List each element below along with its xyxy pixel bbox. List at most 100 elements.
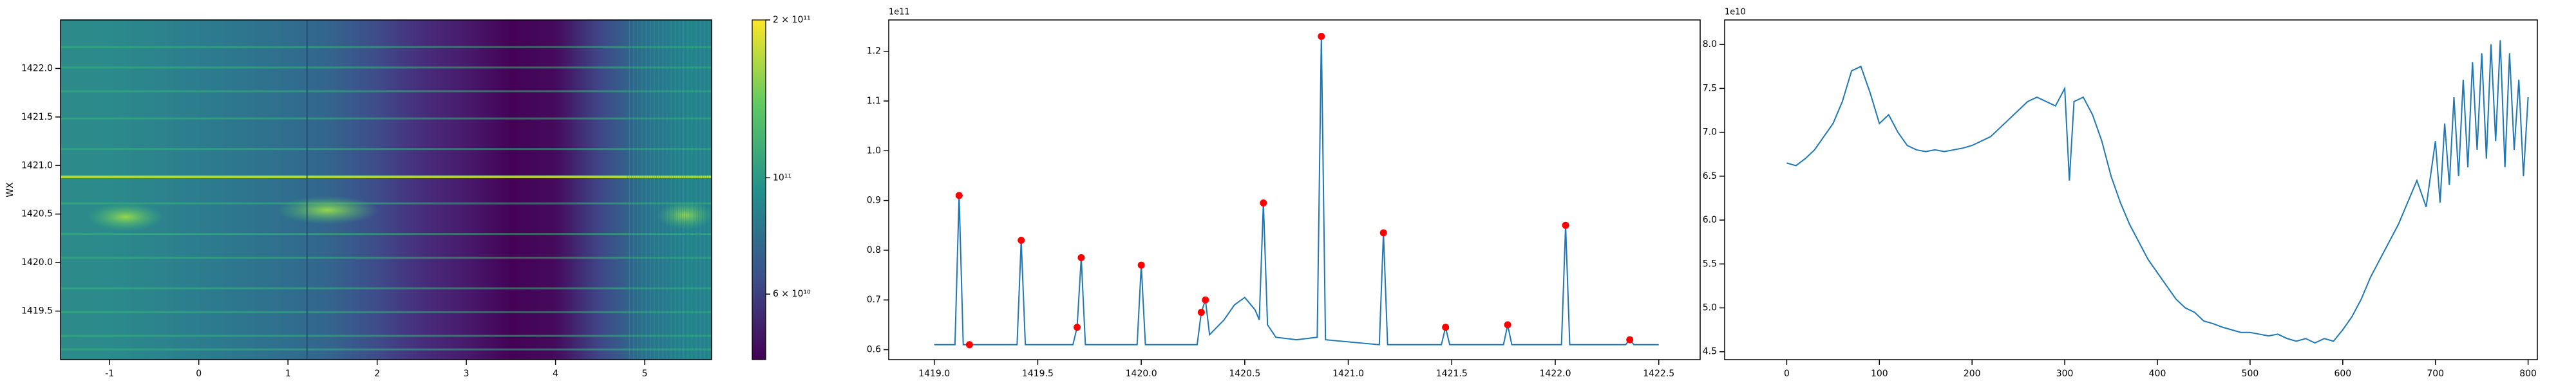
heatmap-line: [61, 117, 712, 120]
x-tick-label: -1: [105, 369, 114, 379]
heatmap-line: [61, 335, 712, 337]
heatmap-stripe: [658, 20, 659, 360]
x-tick-label: 500: [2242, 369, 2259, 379]
heatmap-stripe: [672, 20, 674, 360]
heatmap-background: [61, 20, 712, 360]
heatmap-stripe: [697, 20, 699, 360]
peak-marker: [1562, 221, 1569, 229]
x-tick-label: 2: [374, 369, 380, 379]
heatmap-blob: [656, 201, 715, 230]
heatmap-stripe: [660, 20, 661, 360]
peak-marker: [1077, 254, 1085, 262]
x-tick-label: 1422.0: [1540, 369, 1571, 379]
offset-text: 1e10: [1725, 8, 1746, 17]
x-tick-label: 5: [642, 369, 648, 379]
x-tick-label: 3: [464, 369, 469, 379]
y-tick-label: 1420.0: [21, 257, 53, 268]
x-tick-label: 1420.5: [1229, 369, 1260, 379]
peak-marker: [955, 192, 963, 199]
heatmap-stripe: [674, 20, 676, 360]
x-tick-label: 1421.5: [1436, 369, 1468, 379]
heatmap-stripe: [643, 20, 645, 360]
y-tick-label: 0.7: [867, 295, 881, 305]
y-tick-label: 1.2: [867, 46, 881, 57]
heatmap-stripe: [668, 20, 670, 360]
y-tick-label: 1420.5: [21, 209, 53, 219]
heatmap-stripe: [633, 20, 634, 360]
axes-frame: [60, 19, 712, 360]
x-tick-label: 100: [1871, 369, 1888, 379]
heatmap-stripe: [681, 20, 682, 360]
heatmap-stripe: [645, 20, 647, 360]
heatmap-stripe: [656, 20, 658, 360]
heatmap-line: [61, 46, 712, 48]
peak-marker: [1318, 33, 1325, 41]
peak-marker: [1074, 324, 1081, 331]
y-tick-label: 6.0: [1703, 215, 1717, 225]
heatmap-stripe: [702, 20, 703, 360]
x-tick-label: 0: [1784, 369, 1790, 379]
y-tick-label: 1421.5: [21, 112, 53, 122]
heatmap-line: [61, 202, 712, 205]
heatmap-line: [61, 233, 712, 235]
y-tick-label: 1.1: [867, 96, 881, 106]
heatmap-bright-line: [61, 175, 712, 178]
heatmap-line: [61, 257, 712, 259]
x-tick-label: 1421.0: [1332, 369, 1364, 379]
y-tick-label: 7.0: [1703, 127, 1717, 138]
peak-marker: [1137, 261, 1145, 269]
x-tick-label: 1422.5: [1643, 369, 1674, 379]
y-tick-label: 7.5: [1703, 83, 1717, 93]
x-tick-label: 200: [1964, 369, 1981, 379]
y-tick-label: 0.8: [867, 245, 881, 255]
heatmap-stripe: [704, 20, 705, 360]
heatmap-stripe: [647, 20, 649, 360]
heatmap-stripe: [687, 20, 688, 360]
y-tick-label: 5.5: [1703, 259, 1717, 269]
x-tick-label: 1419.5: [1022, 369, 1054, 379]
heatmap-stripe: [629, 20, 630, 360]
heatmap-blob: [276, 196, 379, 225]
x-tick-label: 300: [2056, 369, 2074, 379]
data-line: [1786, 40, 2529, 344]
heatmap-stripe: [627, 20, 628, 360]
data-line: [934, 36, 1659, 345]
y-tick-label: 4.5: [1703, 347, 1717, 357]
heatmap-stripe: [670, 20, 672, 360]
heatmap-stripe: [683, 20, 685, 360]
offset-text: 1e11: [889, 8, 910, 17]
heatmap-line: [61, 287, 712, 290]
y-tick-label: 8.0: [1703, 39, 1717, 50]
heatmap-stripe: [699, 20, 701, 360]
peak-marker: [1202, 296, 1209, 304]
y-tick-label: 1421.0: [21, 160, 53, 170]
y-tick-label: 1.0: [867, 145, 881, 156]
heatmap-stripe: [685, 20, 687, 360]
peak-marker: [1442, 324, 1450, 331]
colorbar: [752, 19, 766, 360]
heatmap-stripe: [306, 20, 308, 360]
peak-marker: [1018, 236, 1025, 244]
x-tick-label: 1420.0: [1126, 369, 1157, 379]
heatmap-stripe: [654, 20, 655, 360]
x-tick-label: 800: [2519, 369, 2537, 379]
x-tick-label: 400: [2149, 369, 2166, 379]
x-tick-label: 700: [2427, 369, 2444, 379]
heatmap-line: [61, 311, 712, 313]
y-tick-label: 1419.5: [21, 306, 53, 317]
heatmap-image: [61, 20, 715, 360]
heatmap-stripe: [641, 20, 643, 360]
heatmap-line: [61, 66, 712, 69]
y-tick-label: 6.5: [1703, 171, 1717, 181]
peak-marker: [1379, 229, 1387, 237]
heatmap-line: [61, 148, 712, 151]
peak-marker: [1504, 321, 1511, 329]
y-tick-label: 5.0: [1703, 303, 1717, 313]
heatmap-stripe: [631, 20, 632, 360]
colorbar-tick-label: 10¹¹: [773, 172, 791, 183]
heatmap-stripe: [639, 20, 641, 360]
axes-frame: [1724, 19, 2538, 360]
colorbar-tick-label: 6 × 10¹⁰: [773, 289, 811, 299]
heatmap-stripe: [708, 20, 709, 360]
